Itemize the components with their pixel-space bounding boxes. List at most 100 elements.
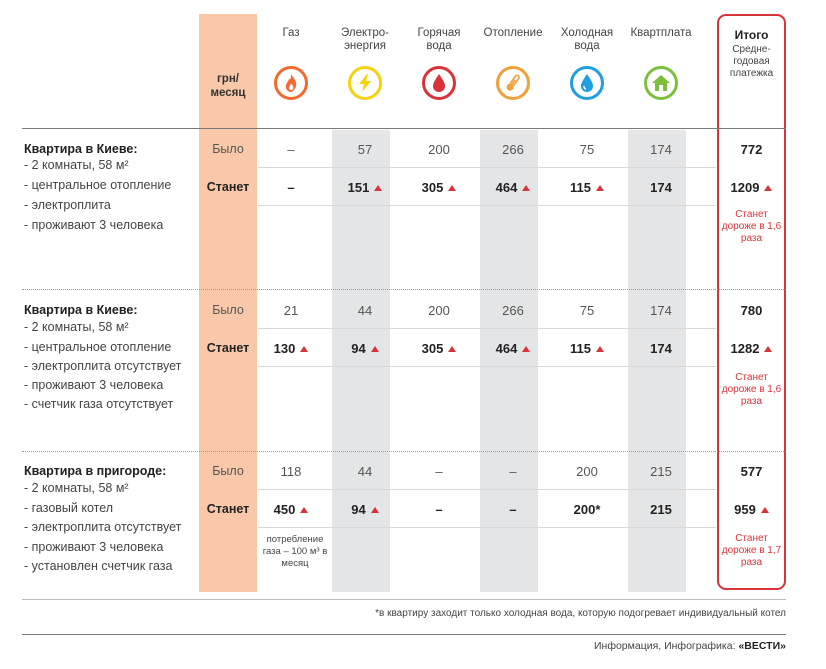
value-cell-will: 115 — [554, 180, 620, 195]
value-cell-will: 174 — [650, 180, 672, 195]
increase-arrow-icon — [448, 346, 457, 352]
total-note: Станет дороже в 1,6 раза — [721, 209, 782, 244]
value-cell-was: 174 — [650, 142, 672, 157]
unit-label: грн/ месяц — [210, 73, 246, 99]
section-detail: - 2 комнаты, 58 м² — [24, 158, 129, 172]
row-label-will: Станет — [206, 341, 250, 355]
column-header-cold-water: Холодная вода — [560, 27, 614, 52]
value-cell-will: 464 — [480, 180, 546, 195]
column-header-gas: Газ — [282, 27, 300, 39]
section-detail: - счетчик газа отсутствует — [24, 397, 174, 411]
value-cell-will: 305 — [406, 180, 472, 195]
value-cell-was: 44 — [357, 464, 373, 479]
unit-column-band — [199, 14, 257, 592]
column-header-hot-water: Горячая вода — [417, 27, 461, 52]
value-cell-will: 215 — [650, 502, 672, 517]
section-detail: - центральное отопление — [24, 178, 172, 192]
value-cell-was: 266 — [502, 142, 524, 157]
value-cell-will: 115 — [554, 341, 620, 356]
total-was: 780 — [740, 303, 763, 318]
value-cell-was: 75 — [579, 142, 595, 157]
row-label-was: Было — [212, 303, 244, 317]
total-header-subtitle: Средне- годовая платежка — [729, 44, 774, 79]
total-will: 1209 — [718, 180, 785, 195]
section-detail: - установлен счетчик газа — [24, 559, 173, 573]
section-detail: - центральное отопление — [24, 340, 172, 354]
row-label-will: Станет — [206, 502, 250, 516]
section-detail: - газовый котел — [24, 501, 114, 515]
flame-icon — [274, 66, 308, 100]
row-divider — [258, 527, 716, 528]
value-cell-will: 151 — [332, 180, 398, 195]
section-detail: - электроплита отсутствует — [24, 520, 182, 534]
electricity-column-band — [332, 130, 390, 592]
row-label-will: Станет — [206, 180, 250, 194]
total-note: Станет дороже в 1,6 раза — [721, 372, 782, 407]
section-title: Квартира в Киеве: — [24, 303, 138, 317]
value-cell-will: 450 — [258, 502, 324, 517]
value-cell-was: – — [435, 464, 443, 479]
value-cell-was: 44 — [357, 303, 373, 318]
increase-arrow-icon — [370, 346, 379, 352]
footer-rule — [22, 634, 786, 635]
section-detail: - проживают 3 человека — [24, 218, 164, 232]
value-cell-was: 57 — [357, 142, 373, 157]
row-divider — [258, 489, 716, 490]
total-will: 1282 — [718, 341, 785, 356]
section-detail: - проживают 3 человека — [24, 378, 164, 392]
row-divider — [258, 205, 716, 206]
total-header-title: Итого — [734, 28, 769, 42]
column-header-rent: Квартплата — [630, 27, 692, 39]
value-cell-was: 174 — [650, 303, 672, 318]
total-was: 772 — [740, 142, 763, 157]
section-title: Квартира в Киеве: — [24, 142, 138, 156]
value-cell-will: 305 — [406, 341, 472, 356]
value-cell-was: – — [287, 142, 295, 157]
section-title: Квартира в пригороде: — [24, 464, 167, 478]
value-cell-will: 94 — [332, 502, 398, 517]
total-will: 959 — [718, 502, 785, 517]
total-was: 577 — [740, 464, 763, 479]
increase-arrow-icon — [370, 507, 379, 513]
value-cell-will: 174 — [650, 341, 672, 356]
drop-icon — [570, 66, 604, 100]
row-label-was: Было — [212, 464, 244, 478]
value-cell-will: – — [287, 180, 295, 195]
heating-column-band — [480, 130, 538, 592]
drop-icon — [422, 66, 456, 100]
total-note: Станет дороже в 1,7 раза — [721, 533, 782, 568]
increase-arrow-icon — [374, 185, 383, 191]
value-cell-was: 118 — [280, 464, 302, 479]
increase-arrow-icon — [764, 346, 773, 352]
credit-line: Информация, Инфографика: «ВЕСТИ» — [593, 640, 786, 652]
row-divider — [258, 366, 716, 367]
value-cell-was: 21 — [283, 303, 299, 318]
value-cell-will: 464 — [480, 341, 546, 356]
section-divider — [22, 451, 786, 452]
increase-arrow-icon — [300, 346, 309, 352]
value-cell-was: 266 — [502, 303, 524, 318]
value-cell-will: 94 — [332, 341, 398, 356]
header-rule — [22, 128, 786, 129]
section-detail: - 2 комнаты, 58 м² — [24, 481, 129, 495]
increase-arrow-icon — [595, 346, 604, 352]
rent-column-band — [628, 130, 686, 592]
row-divider — [258, 167, 716, 168]
value-cell-will: – — [435, 502, 443, 517]
increase-arrow-icon — [764, 185, 773, 191]
gas-consumption-note: потребление газа – 100 м³ в месяц — [262, 534, 328, 569]
total-column-box — [717, 14, 786, 590]
value-cell-was: 200 — [576, 464, 598, 479]
increase-arrow-icon — [522, 185, 531, 191]
increase-arrow-icon — [760, 507, 769, 513]
section-detail: - 2 комнаты, 58 м² — [24, 320, 129, 334]
increase-arrow-icon — [522, 346, 531, 352]
increase-arrow-icon — [300, 507, 309, 513]
section-detail: - электроплита — [24, 198, 111, 212]
lightning-icon — [348, 66, 382, 100]
house-icon — [644, 66, 678, 100]
column-header-electricity: Электро- энергия — [340, 27, 390, 52]
value-cell-was: 200 — [428, 142, 450, 157]
section-detail: - электроплита отсутствует — [24, 359, 182, 373]
section-detail: - проживают 3 человека — [24, 540, 164, 554]
